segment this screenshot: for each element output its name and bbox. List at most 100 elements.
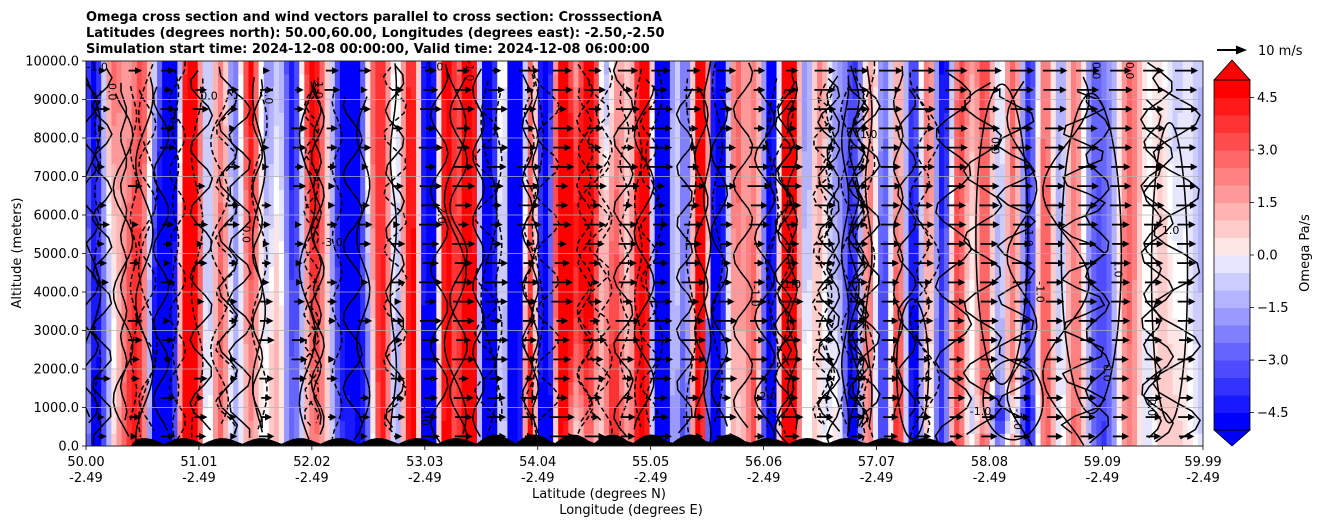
omega-cell xyxy=(446,125,452,138)
omega-cell xyxy=(507,420,513,433)
omega-cell xyxy=(695,369,701,382)
omega-cell xyxy=(807,331,813,344)
omega-cell xyxy=(375,61,381,74)
omega-cell xyxy=(741,112,747,125)
omega-cell xyxy=(807,202,813,215)
omega-cell xyxy=(106,420,112,433)
omega-cell xyxy=(436,228,442,241)
omega-cell xyxy=(512,318,518,331)
omega-cell xyxy=(370,189,376,202)
omega-cell xyxy=(609,254,615,267)
omega-cell xyxy=(492,151,498,164)
omega-cell xyxy=(416,279,422,292)
omega-cell xyxy=(360,369,366,382)
omega-cell xyxy=(375,177,381,190)
omega-cell xyxy=(624,74,630,87)
omega-cell xyxy=(421,292,427,305)
omega-cell xyxy=(670,215,676,228)
omega-cell xyxy=(289,189,295,202)
omega-cell xyxy=(812,382,818,395)
omega-cell xyxy=(208,395,214,408)
omega-cell xyxy=(512,112,518,125)
omega-cell xyxy=(670,228,676,241)
omega-cell xyxy=(807,138,813,151)
omega-cell xyxy=(558,408,564,421)
omega-cell xyxy=(523,318,529,331)
omega-cell xyxy=(416,356,422,369)
omega-cell xyxy=(584,305,590,318)
omega-cell xyxy=(670,331,676,344)
omega-cell xyxy=(142,61,148,74)
omega-cell xyxy=(670,382,676,395)
omega-cell xyxy=(269,215,275,228)
omega-cell xyxy=(614,292,620,305)
omega-cell xyxy=(802,228,808,241)
omega-cell xyxy=(380,215,386,228)
omega-cell xyxy=(355,164,361,177)
omega-cell xyxy=(675,177,681,190)
omega-cell xyxy=(370,87,376,100)
omega-cell xyxy=(421,87,427,100)
omega-cell xyxy=(370,112,376,125)
omega-cell xyxy=(609,164,615,177)
chart-title-line-1: Omega cross section and wind vectors par… xyxy=(86,10,662,25)
omega-cell xyxy=(914,189,920,202)
omega-cell xyxy=(106,382,112,395)
omega-cell xyxy=(736,356,742,369)
omega-cell xyxy=(101,318,107,331)
omega-cell xyxy=(507,241,513,254)
omega-cell xyxy=(177,408,183,421)
omega-cell xyxy=(751,177,757,190)
omega-cell xyxy=(243,87,249,100)
omega-cell xyxy=(782,61,788,74)
omega-cell xyxy=(492,164,498,177)
omega-cell xyxy=(655,292,661,305)
omega-cell xyxy=(721,138,727,151)
omega-cell xyxy=(645,241,651,254)
omega-cell xyxy=(665,202,671,215)
omega-cell xyxy=(452,241,458,254)
omega-cell xyxy=(523,356,529,369)
omega-cell xyxy=(837,420,843,433)
omega-cell xyxy=(86,215,92,228)
omega-cell xyxy=(380,151,386,164)
omega-cell xyxy=(416,112,422,125)
omega-cell xyxy=(843,138,849,151)
omega-cell xyxy=(548,215,554,228)
omega-cell xyxy=(502,420,508,433)
omega-cell xyxy=(284,266,290,279)
omega-cell xyxy=(655,420,661,433)
omega-cell xyxy=(416,177,422,190)
omega-cell xyxy=(665,189,671,202)
omega-cell xyxy=(218,138,224,151)
omega-cell xyxy=(477,189,483,202)
omega-cell xyxy=(284,254,290,267)
omega-cell xyxy=(878,369,884,382)
omega-cell xyxy=(543,331,549,344)
omega-cell xyxy=(157,202,163,215)
omega-cell xyxy=(609,228,615,241)
omega-cell xyxy=(396,100,402,113)
omega-cell xyxy=(548,369,554,382)
omega-cell xyxy=(665,177,671,190)
omega-cell xyxy=(614,228,620,241)
omega-cell xyxy=(558,112,564,125)
omega-cell xyxy=(665,408,671,421)
omega-cell xyxy=(269,74,275,87)
omega-cell xyxy=(655,125,661,138)
omega-cell xyxy=(502,202,508,215)
omega-cell xyxy=(670,254,676,267)
omega-cell xyxy=(345,343,351,356)
omega-cell xyxy=(406,279,412,292)
omega-cell xyxy=(919,356,925,369)
omega-cell xyxy=(157,138,163,151)
omega-cell xyxy=(457,189,463,202)
omega-cell xyxy=(375,266,381,279)
omega-cell xyxy=(335,266,341,279)
omega-cell xyxy=(335,164,341,177)
omega-cell xyxy=(812,369,818,382)
omega-cell xyxy=(751,100,757,113)
omega-cell xyxy=(370,331,376,344)
omega-cell xyxy=(568,202,574,215)
omega-cell xyxy=(309,100,315,113)
